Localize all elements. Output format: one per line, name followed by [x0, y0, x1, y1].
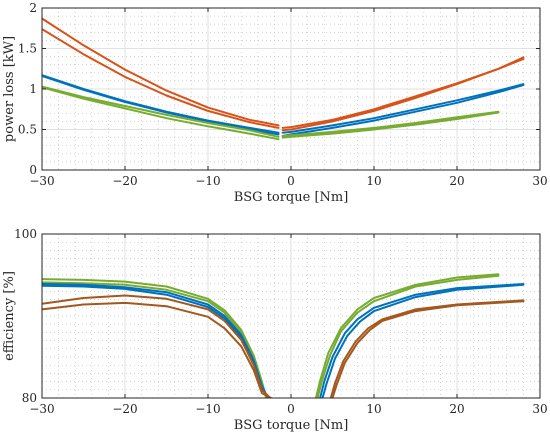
- series-line-6-segment-2: [281, 111, 500, 139]
- y-axis-label: power loss [kW]: [2, 36, 17, 142]
- series-line-3-segment-2: [281, 83, 525, 134]
- y-tick-label: 1: [29, 82, 37, 96]
- y-tick-label: 0: [29, 163, 37, 177]
- series-line-4-segment-2: [321, 283, 525, 398]
- series-line-3-segment-2: [319, 283, 525, 398]
- y-tick-label: 0.5: [18, 123, 37, 137]
- series-line-6-segment-1: [42, 301, 273, 398]
- series-line-1-segment-1: [42, 17, 280, 127]
- x-tick-label: −20: [112, 402, 137, 416]
- x-tick-label: −20: [112, 174, 137, 188]
- grid: [42, 234, 540, 398]
- series-line-2-segment-2: [316, 274, 500, 398]
- x-tick-label: 20: [449, 174, 464, 188]
- y-tick-label: 1.5: [18, 42, 37, 56]
- series-line-5-segment-2: [329, 299, 525, 398]
- series-line-1-segment-2: [314, 273, 500, 398]
- x-tick-label: −30: [29, 174, 54, 188]
- y-tick-label: 100: [14, 227, 37, 241]
- y-tick-label: 80: [22, 391, 37, 405]
- x-tick-label: 0: [287, 174, 295, 188]
- x-axis-label: BSG torque [Nm]: [234, 190, 349, 205]
- series-line-5-segment-2: [281, 110, 500, 137]
- x-tick-label: −30: [29, 402, 54, 416]
- x-tick-label: 10: [366, 174, 381, 188]
- series-line-2-segment-1: [42, 28, 280, 129]
- series-line-6-segment-1: [42, 86, 280, 141]
- power-loss-chart: −30 −20 −10 0 10 20 30 0 0.5 1 1.5 2 BSG torque [Nm]…: [2, 1, 548, 205]
- efficiency-chart: −30 −20 −10 0 10 20 30 80 100 BSG torque [Nm] effi…: [2, 227, 548, 433]
- series-line-5-segment-1: [42, 85, 280, 138]
- x-tick-label: 0: [287, 402, 295, 416]
- y-axis-label: efficiency [%]: [2, 271, 17, 361]
- x-axis-label: BSG torque [Nm]: [234, 418, 349, 433]
- x-tick-label: 30: [532, 402, 547, 416]
- y-tick-label: 2: [29, 1, 37, 15]
- series-line-5-segment-1: [42, 294, 272, 398]
- series-group: [42, 17, 525, 141]
- x-tick-label: 20: [449, 402, 464, 416]
- x-tick-label: −10: [195, 402, 220, 416]
- series-line-6-segment-2: [331, 300, 525, 398]
- x-tick-label: 10: [366, 402, 381, 416]
- x-tick-label: −10: [195, 174, 220, 188]
- series-line-2-segment-2: [281, 56, 525, 132]
- series-line-4-segment-2: [281, 84, 525, 137]
- series-group: [42, 273, 525, 398]
- x-tick-label: 30: [532, 174, 547, 188]
